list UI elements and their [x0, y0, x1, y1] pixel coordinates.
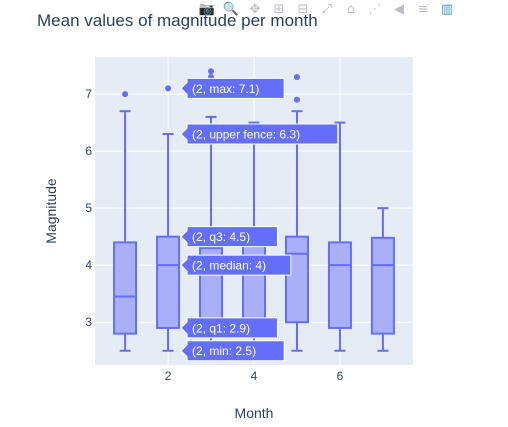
- modebar: 📷 🔍 ✥ ⊞ ⊟ ⤢ ⌂ ⋰ ◀ ≡ ▥: [198, 0, 456, 18]
- hover-label-bg: [180, 123, 339, 145]
- hover-label-bg: [180, 77, 285, 99]
- hover-labels: (2, max: 7.1) (2, upper fence: 6.3) (2, q3…: [180, 77, 339, 362]
- hover-label-bg: [180, 226, 278, 248]
- x-tick-label: 6: [337, 369, 344, 383]
- hover-label-text: (2, max: 7.1): [192, 82, 259, 96]
- hover-label: (2, min: 2.5): [180, 340, 285, 362]
- y-tick-labels: 3 4 5 6 7: [85, 87, 92, 329]
- y-tick-label: 3: [85, 315, 92, 329]
- spike-lines-icon[interactable]: ⋰: [368, 1, 382, 17]
- hover-label-text: (2, median: 4): [192, 259, 266, 273]
- box-month-7[interactable]: [370, 207, 395, 352]
- y-tick-label: 7: [85, 87, 92, 101]
- outlier-point: [122, 91, 129, 98]
- hover-label-text: (2, upper fence: 6.3): [192, 128, 300, 142]
- x-tick-label: 4: [251, 369, 258, 383]
- zoom-in-icon[interactable]: ⊞: [273, 1, 285, 17]
- y-axis-title: Magnitude: [43, 178, 59, 244]
- hover-compare-icon[interactable]: ≡: [417, 1, 429, 17]
- box-body: [370, 236, 395, 335]
- box-month-1[interactable]: [113, 91, 138, 352]
- box-month-6[interactable]: [327, 121, 352, 352]
- x-tick-label: 2: [165, 369, 172, 383]
- zoom-icon[interactable]: 🔍: [222, 1, 240, 17]
- home-icon[interactable]: ⌂: [346, 1, 356, 17]
- box-body: [199, 235, 224, 329]
- hover-label: (2, upper fence: 6.3): [180, 123, 339, 145]
- chart-title: Mean values of magnitude per month: [37, 11, 318, 30]
- y-tick-label: 6: [85, 144, 92, 158]
- outlier-point: [165, 85, 172, 92]
- hover-label: (2, q1: 2.9): [180, 317, 278, 339]
- hover-label-bg: [180, 340, 285, 362]
- hover-label: (2, max: 7.1): [180, 77, 285, 99]
- hover-label-bg: [180, 317, 278, 339]
- outlier-point: [293, 73, 300, 80]
- hover-label: (2, q3: 4.5): [180, 226, 278, 248]
- outlier-point: [208, 68, 215, 75]
- zoom-out-icon[interactable]: ⊟: [297, 1, 309, 17]
- box-month-5[interactable]: [284, 73, 309, 352]
- pan-icon[interactable]: ✥: [249, 1, 261, 17]
- box-body: [113, 241, 138, 335]
- hover-closest-icon[interactable]: ◀: [394, 1, 404, 17]
- box-month-2[interactable]: [156, 85, 181, 352]
- plotly-logo-icon[interactable]: ▥: [440, 1, 454, 17]
- y-tick-label: 5: [85, 201, 92, 215]
- y-tick-label: 4: [85, 258, 92, 272]
- camera-icon[interactable]: 📷: [198, 1, 216, 17]
- autoscale-icon[interactable]: ⤢: [321, 1, 333, 17]
- hover-label-text: (2, q1: 2.9): [192, 321, 250, 335]
- box-body: [156, 235, 181, 329]
- hover-label-text: (2, min: 2.5): [192, 344, 256, 358]
- hover-label: (2, median: 4): [180, 254, 292, 276]
- x-tick-labels: 2 4 6: [165, 369, 344, 383]
- hover-label-bg: [180, 254, 292, 276]
- box-body: [284, 235, 309, 324]
- outlier-point: [293, 96, 300, 103]
- box-body: [327, 241, 352, 329]
- hover-label-text: (2, q3: 4.5): [192, 230, 250, 244]
- x-axis-title: Month: [235, 405, 274, 421]
